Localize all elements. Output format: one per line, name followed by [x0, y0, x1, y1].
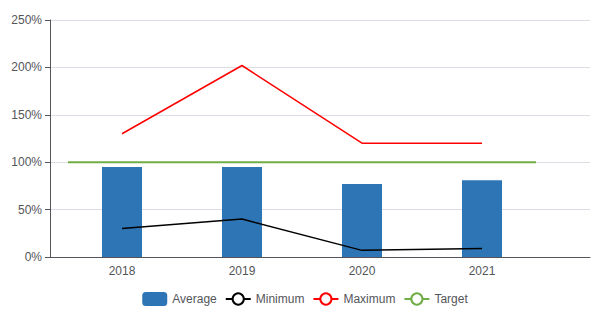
svg-text:Maximum: Maximum — [343, 292, 395, 306]
svg-text:150%: 150% — [11, 108, 42, 122]
svg-text:250%: 250% — [11, 13, 42, 27]
svg-text:2020: 2020 — [349, 264, 376, 278]
svg-text:2019: 2019 — [229, 264, 256, 278]
svg-text:Target: Target — [434, 292, 468, 306]
svg-text:200%: 200% — [11, 60, 42, 74]
svg-text:2018: 2018 — [109, 264, 136, 278]
svg-text:50%: 50% — [18, 203, 42, 217]
svg-text:100%: 100% — [11, 155, 42, 169]
svg-text:0%: 0% — [25, 250, 43, 264]
svg-text:2021: 2021 — [469, 264, 496, 278]
svg-text:Average: Average — [172, 292, 217, 306]
svg-text:Minimum: Minimum — [256, 292, 305, 306]
